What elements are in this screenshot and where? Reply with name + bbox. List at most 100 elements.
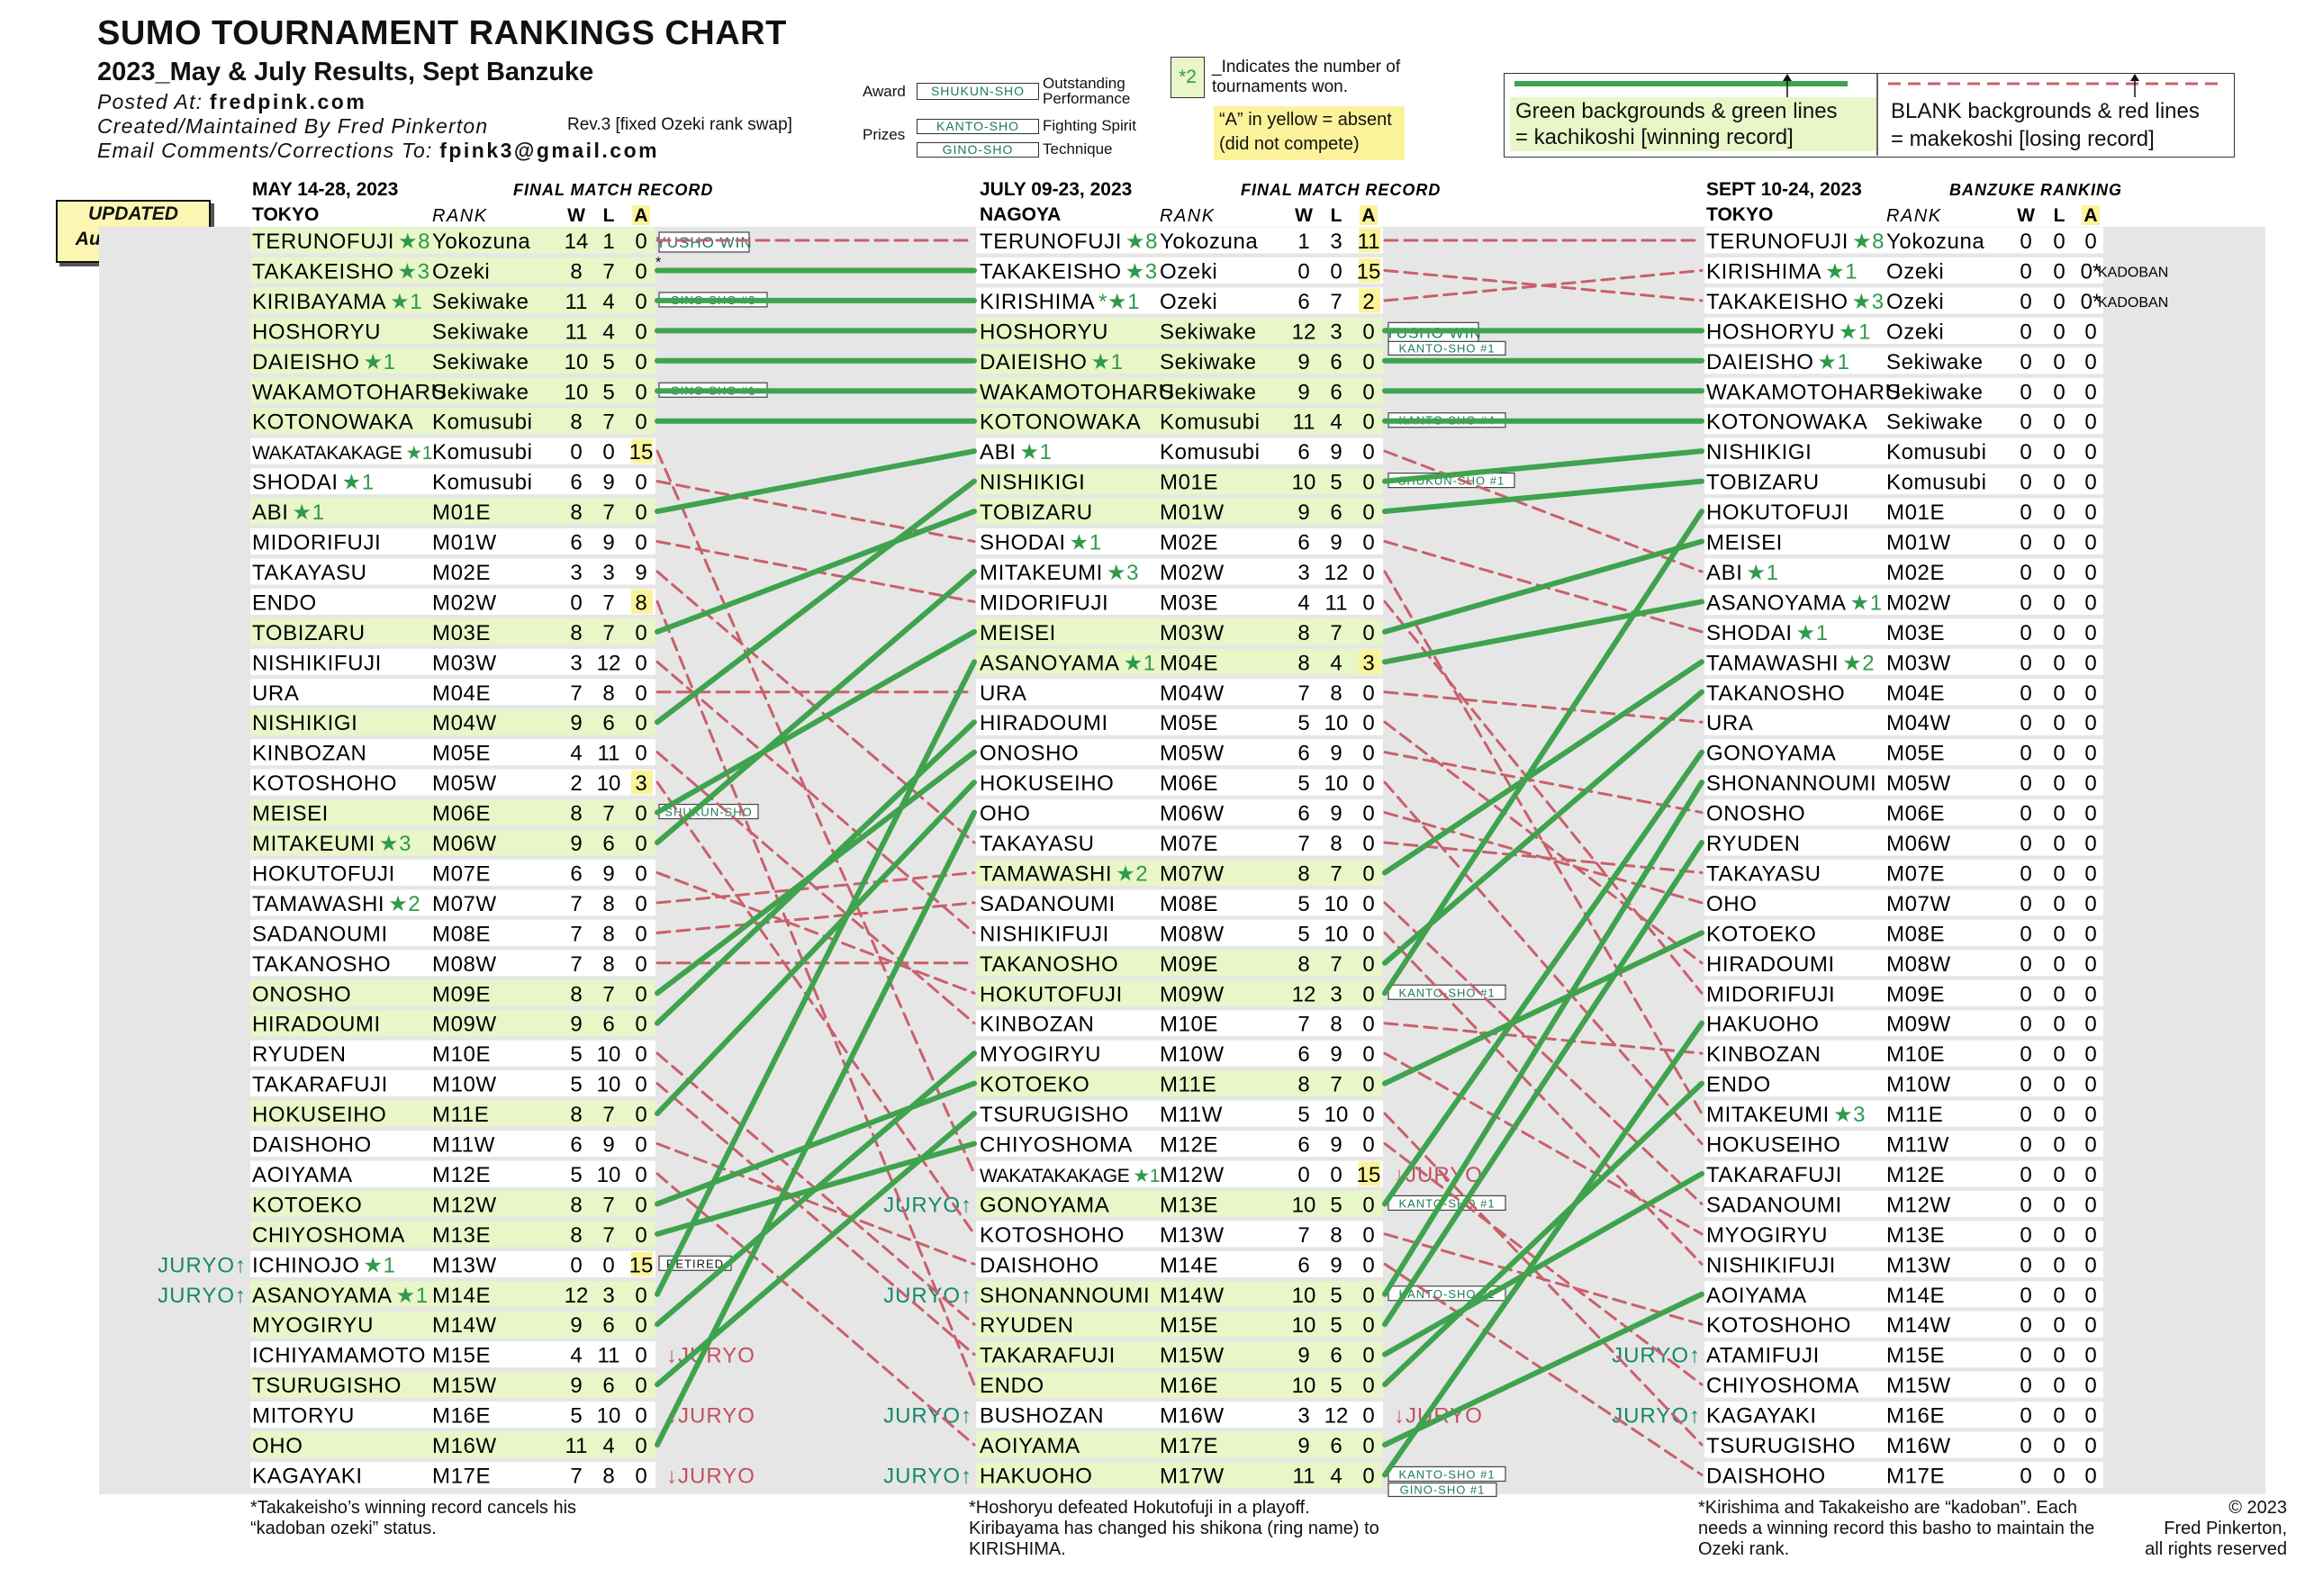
wrestler-name[interactable]: OHO [252,1434,303,1458]
wrestler-name[interactable]: KINBOZAN [1706,1042,1821,1067]
wrestler-name[interactable]: MYOGIRYU [980,1042,1101,1067]
wrestler-name[interactable]: WAKAMOTOHARU [252,380,447,404]
wrestler-name[interactable]: TERUNOFUJI ★8 [980,230,1158,254]
wrestler-name[interactable]: KOTOEKO [1706,922,1816,946]
wrestler-name[interactable]: URA [252,681,299,706]
wrestler-name[interactable]: ABI ★1 [1706,561,1779,585]
wrestler-name[interactable]: HOSHORYU [252,320,381,344]
wrestler-name[interactable]: KOTOSHOHO [1706,1313,1851,1338]
wrestler-name[interactable]: GONOYAMA [1706,742,1836,766]
wrestler-name[interactable]: HOKUTOFUJI [980,982,1123,1006]
wrestler-name[interactable]: ASANOYAMA ★1 [1706,591,1883,615]
wrestler-name[interactable]: SADANOUMI [980,892,1116,916]
wrestler-name[interactable]: URA [980,681,1026,706]
wrestler-name[interactable]: WAKAMOTOHARU [980,380,1175,404]
wrestler-name[interactable]: TAKANOSHO [252,952,391,977]
wrestler-name[interactable]: MITORYU [252,1404,355,1429]
wrestler-name[interactable]: RYUDEN [980,1313,1074,1338]
wrestler-name[interactable]: TSURUGISHO [252,1374,402,1398]
wrestler-name[interactable]: NISHIKIFUJI [1706,1253,1836,1277]
wrestler-name[interactable]: SADANOUMI [1706,1193,1842,1217]
wrestler-name[interactable]: MIDORIFUJI [252,531,381,555]
wrestler-name[interactable]: GONOYAMA [980,1193,1109,1217]
wrestler-name[interactable]: HOKUSEIHO [252,1103,386,1127]
wrestler-name[interactable]: WAKATAKAKAGE ★1 [980,1166,1160,1186]
wrestler-name[interactable]: ASANOYAMA ★1 [252,1284,429,1308]
wrestler-name[interactable]: RYUDEN [1706,832,1801,856]
wrestler-name[interactable]: RYUDEN [252,1042,347,1067]
wrestler-name[interactable]: MEISEI [980,621,1056,645]
wrestler-name[interactable]: TOBIZARU [252,621,366,645]
email-address[interactable]: fpink3@gmail.com [439,139,660,162]
wrestler-name[interactable]: MIDORIFUJI [980,591,1108,615]
wrestler-name[interactable]: ONOSHO [252,982,351,1006]
wrestler-name[interactable]: MITAKEUMI ★3 [980,561,1139,585]
wrestler-name[interactable]: ATAMIFUJI [1706,1344,1820,1368]
wrestler-name[interactable]: KINBOZAN [980,1013,1094,1037]
wrestler-name[interactable]: NISHIKIGI [252,711,357,735]
wrestler-name[interactable]: NISHIKIGI [1706,440,1812,464]
wrestler-name[interactable]: URA [1706,711,1753,735]
wrestler-name[interactable]: TAKAYASU [252,561,367,585]
wrestler-name[interactable]: WAKAMOTOHARU [1706,380,1902,404]
wrestler-name[interactable]: HIRADOUMI [1706,952,1835,977]
wrestler-name[interactable]: TAMAWASHI ★2 [252,892,420,916]
wrestler-name[interactable]: TAMAWASHI ★2 [1706,651,1875,675]
wrestler-name[interactable]: HOKUSEIHO [980,771,1114,796]
wrestler-name[interactable]: ENDO [252,591,317,615]
wrestler-name[interactable]: CHIYOSHOMA [1706,1374,1859,1398]
wrestler-name[interactable]: KOTOSHOHO [252,771,397,796]
wrestler-name[interactable]: KINBOZAN [252,742,366,766]
wrestler-name[interactable]: BUSHOZAN [980,1404,1104,1429]
wrestler-name[interactable]: MEISEI [1706,531,1783,555]
wrestler-name[interactable]: HOSHORYU ★1 [1706,320,1871,344]
wrestler-name[interactable]: HAKUOHO [980,1464,1093,1488]
wrestler-name[interactable]: TOBIZARU [1706,471,1820,495]
wrestler-name[interactable]: ONOSHO [1706,802,1805,826]
wrestler-name[interactable]: HOSHORYU [980,320,1108,344]
wrestler-name[interactable]: ICHINOJO ★1 [252,1253,396,1277]
wrestler-name[interactable]: MYOGIRYU [1706,1223,1828,1248]
wrestler-name[interactable]: ABI ★1 [252,500,325,525]
wrestler-name[interactable]: MYOGIRYU [252,1313,374,1338]
wrestler-name[interactable]: TSURUGISHO [1706,1434,1856,1458]
wrestler-name[interactable]: MITAKEUMI ★3 [1706,1103,1866,1127]
wrestler-name[interactable]: SADANOUMI [252,922,388,946]
wrestler-name[interactable]: KIRIBAYAMA ★1 [252,290,422,314]
wrestler-name[interactable]: OHO [1706,892,1757,916]
wrestler-name[interactable]: KIRISHIMA *★1 [980,290,1140,314]
wrestler-name[interactable]: HOKUSEIHO [1706,1133,1840,1158]
wrestler-name[interactable]: DAISHOHO [980,1253,1099,1277]
wrestler-name[interactable]: DAIEISHO ★1 [1706,350,1850,374]
wrestler-name[interactable]: DAIEISHO ★1 [980,350,1124,374]
wrestler-name[interactable]: HIRADOUMI [980,711,1108,735]
wrestler-name[interactable]: AOIYAMA [980,1434,1080,1458]
wrestler-name[interactable]: MITAKEUMI ★3 [252,832,411,856]
wrestler-name[interactable]: NISHIKIFUJI [252,651,382,675]
wrestler-name[interactable]: AOIYAMA [1706,1284,1807,1308]
wrestler-name[interactable]: DAIEISHO ★1 [252,350,396,374]
wrestler-name[interactable]: HOKUTOFUJI [1706,500,1849,525]
wrestler-name[interactable]: TAKAYASU [1706,861,1821,886]
wrestler-name[interactable]: KOTOEKO [980,1073,1089,1097]
wrestler-name[interactable]: TAKANOSHO [1706,681,1845,706]
wrestler-name[interactable]: KOTONOWAKA [252,410,413,435]
wrestler-name[interactable]: NISHIKIGI [980,471,1085,495]
wrestler-name[interactable]: KAGAYAKI [1706,1404,1817,1429]
wrestler-name[interactable]: SHODAI ★1 [980,531,1102,555]
wrestler-name[interactable]: ASANOYAMA ★1 [980,651,1156,675]
wrestler-name[interactable]: TAKARAFUJI [1706,1163,1842,1187]
wrestler-name[interactable]: TAKAKEISHO ★3 [980,259,1158,284]
wrestler-name[interactable]: MEISEI [252,802,329,826]
wrestler-name[interactable]: KAGAYAKI [252,1464,363,1488]
wrestler-name[interactable]: HOKUTOFUJI [252,861,395,886]
wrestler-name[interactable]: HIRADOUMI [252,1013,381,1037]
wrestler-name[interactable]: TERUNOFUJI ★8 [252,230,430,254]
wrestler-name[interactable]: CHIYOSHOMA [252,1223,405,1248]
wrestler-name[interactable]: DAISHOHO [252,1133,372,1158]
wrestler-name[interactable]: OHO [980,802,1030,826]
wrestler-name[interactable]: SHONANNOUMI [980,1284,1150,1308]
wrestler-name[interactable]: DAISHOHO [1706,1464,1826,1488]
wrestler-name[interactable]: TAKAYASU [980,832,1095,856]
wrestler-name[interactable]: TERUNOFUJI ★8 [1706,230,1885,254]
